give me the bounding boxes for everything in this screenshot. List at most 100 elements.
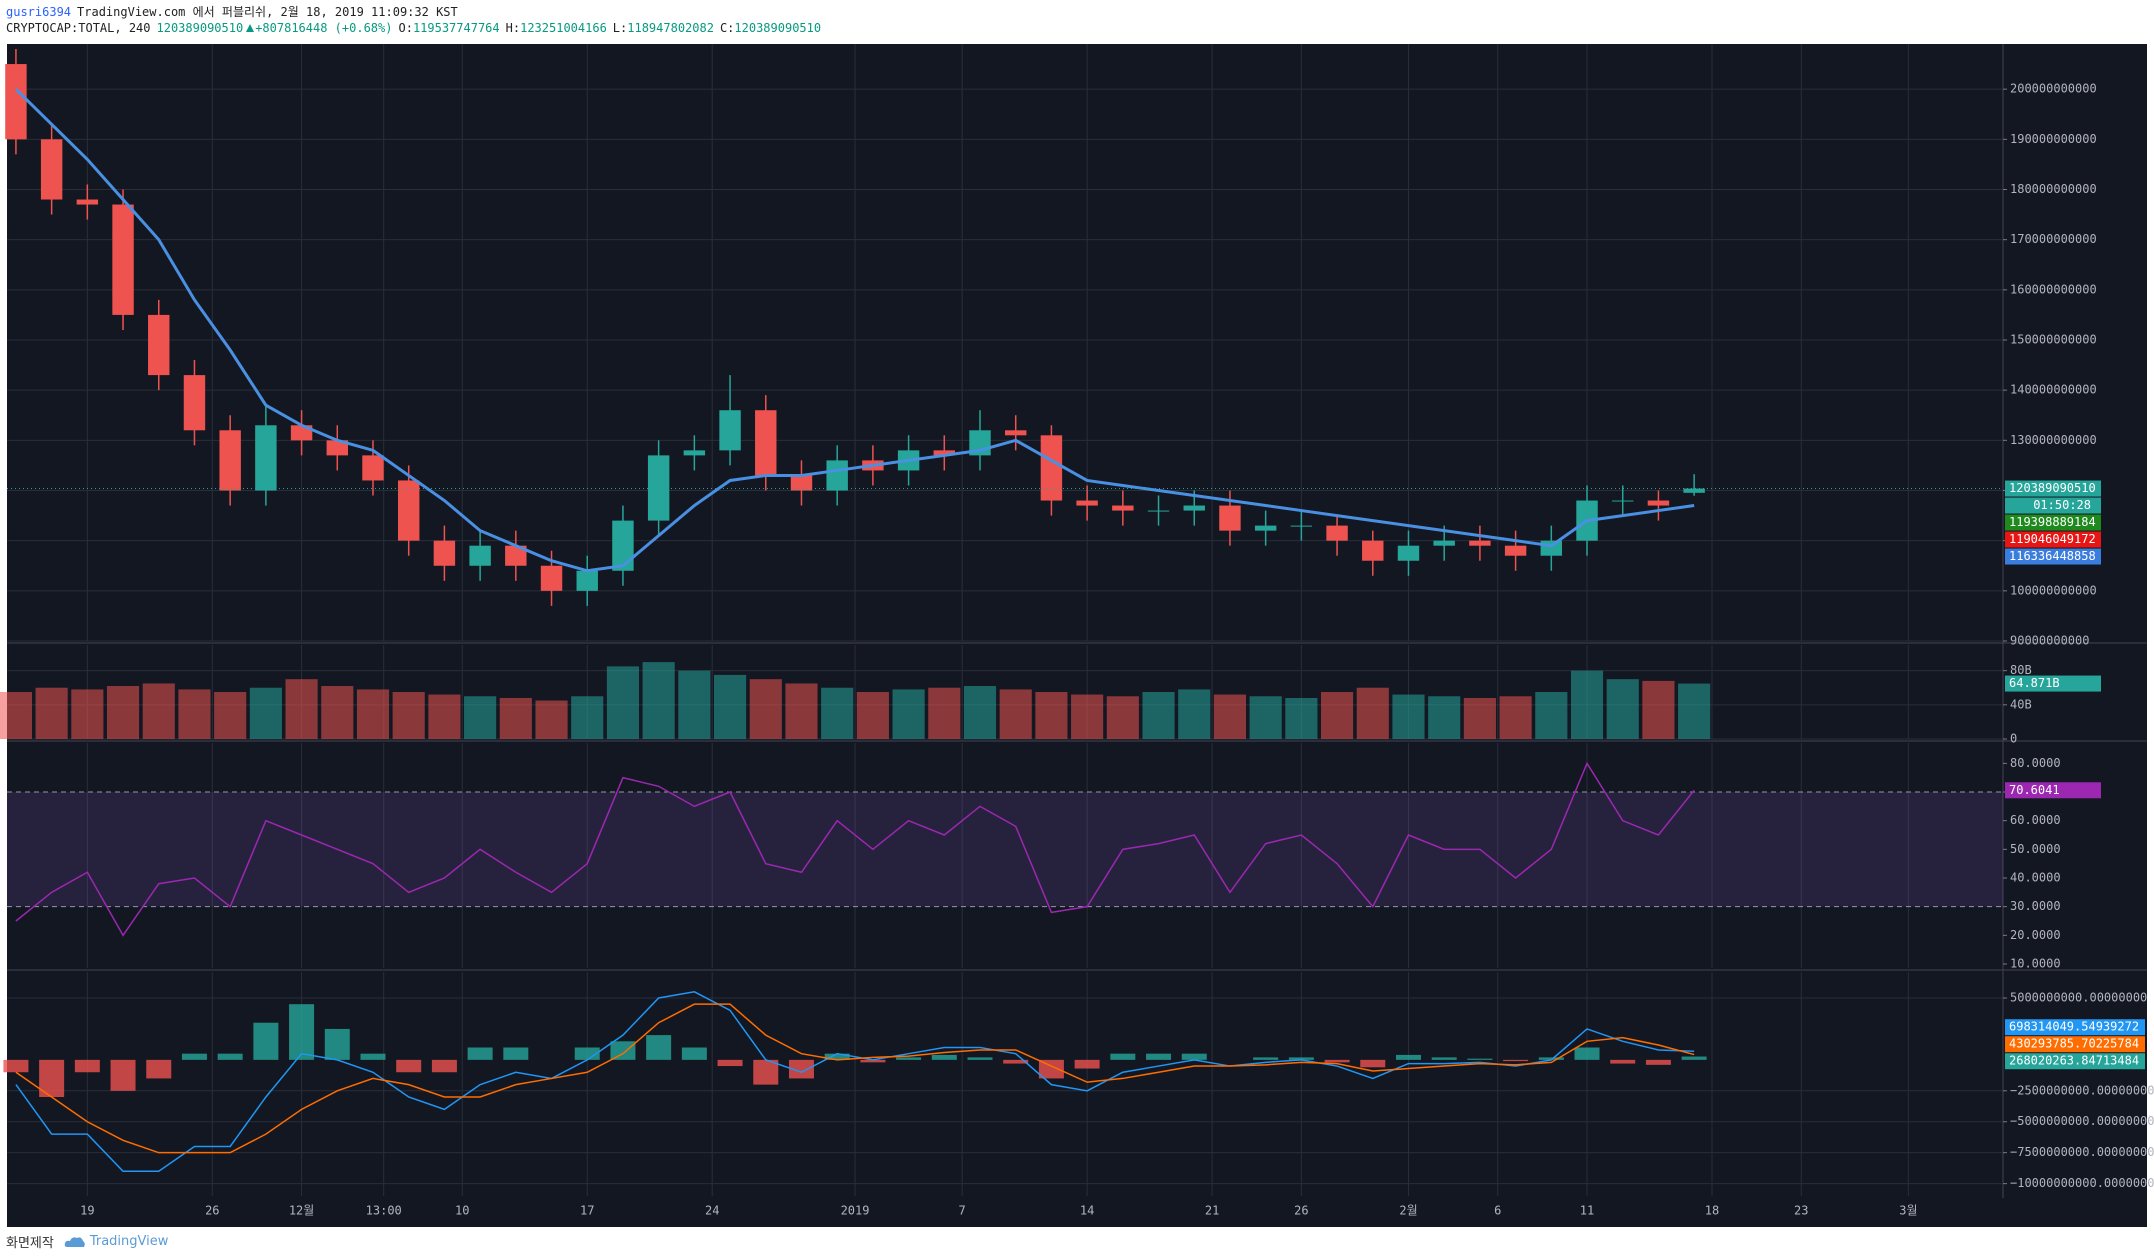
volume-bar	[285, 679, 318, 739]
y-tick-label: 80B	[2010, 663, 2032, 677]
level-label-bg	[2005, 514, 2101, 531]
volume-bar	[1678, 683, 1711, 739]
histogram-bar	[1038, 1059, 1064, 1079]
volume-bar	[1428, 696, 1461, 739]
y-tick-label: 30.0000	[2010, 899, 2061, 913]
histogram-bar	[3, 1059, 29, 1073]
macd-label-bg	[2005, 1019, 2145, 1036]
histogram-bar	[788, 1059, 814, 1079]
x-tick-label: 17	[580, 1204, 594, 1218]
histogram-bar	[253, 1022, 279, 1060]
brand[interactable]: TradingView	[89, 1234, 169, 1249]
header-line-1: gusri6394 TradingView.com 에서 퍼블리쉬, 2월 18…	[6, 4, 821, 20]
candle-body	[433, 540, 456, 566]
candle-body	[1433, 540, 1455, 546]
user[interactable]: gusri6394	[6, 5, 72, 19]
candle-body	[1540, 540, 1563, 556]
candle-body	[1683, 488, 1705, 493]
histogram-bar	[1503, 1059, 1529, 1062]
histogram-bar	[1681, 1056, 1707, 1060]
volume-bar	[249, 687, 282, 739]
histogram-bar	[753, 1059, 779, 1085]
signal-label-bg	[2005, 1036, 2145, 1053]
x-tick-label: 2019	[841, 1204, 870, 1218]
histogram-bar	[1645, 1059, 1671, 1065]
histogram-bar	[824, 1053, 850, 1060]
y-tick-label: 200000000000	[2010, 82, 2097, 96]
volume-bar	[1106, 696, 1139, 739]
histogram-bar	[860, 1059, 886, 1063]
ohlc-value: 123251004166	[520, 21, 607, 35]
macd-label: 698314049.54939272	[2009, 1020, 2139, 1034]
x-tick-label: 24	[705, 1204, 719, 1218]
change: +807816448 (+0.68%)	[255, 21, 393, 35]
x-tick-label: 26	[205, 1204, 219, 1218]
macd-line	[15, 991, 1695, 1172]
candle-body	[183, 375, 206, 431]
candle-body	[933, 450, 956, 456]
logo-icon	[64, 1236, 85, 1247]
volume-bar	[856, 692, 889, 739]
histogram-bar	[967, 1057, 993, 1060]
y-tick-label: 40.0000	[2010, 871, 2061, 885]
volume-bar	[464, 696, 497, 739]
x-tick-label: 23	[1794, 1204, 1808, 1218]
candle-body	[1076, 500, 1098, 506]
candle-body	[1147, 510, 1170, 512]
volume-bar	[606, 666, 640, 739]
candle-body	[1290, 525, 1313, 527]
candle-body	[1040, 435, 1063, 501]
ohlc-value: 120389090510	[734, 21, 822, 35]
histogram-bar	[146, 1059, 172, 1079]
histogram-bar	[610, 1041, 636, 1060]
volume-bar	[106, 686, 140, 739]
y-tick-label: 10.0000	[2010, 956, 2061, 970]
volume-bar	[892, 689, 925, 739]
published: TradingView.com 에서 퍼블리쉬, 2월 18, 2019 11:…	[77, 5, 458, 19]
candle-body	[1504, 545, 1527, 556]
volume-bar	[142, 683, 175, 739]
volume-bar	[1499, 696, 1532, 739]
histogram-bar	[74, 1059, 100, 1073]
up-arrow	[246, 24, 255, 32]
volume-bar	[1178, 689, 1211, 739]
histogram-bar	[896, 1057, 922, 1060]
candle-body	[1219, 505, 1241, 531]
y-tick-label: 20.0000	[2010, 928, 2061, 942]
histogram-bar	[681, 1047, 707, 1060]
candle-body	[790, 475, 813, 491]
volume-bar	[1213, 694, 1247, 739]
histogram-bar	[289, 1004, 315, 1060]
ohlc-key: L:	[612, 21, 628, 35]
volume-bar	[1642, 680, 1675, 739]
candle-body	[255, 425, 277, 491]
x-tick-label: 12월	[289, 1204, 315, 1218]
caption: 화면제작	[6, 1236, 54, 1251]
volume-bar	[1035, 692, 1068, 739]
candle-body	[148, 314, 170, 376]
ohlc-key: H:	[505, 21, 521, 35]
x-tick-label: 19	[80, 1204, 94, 1218]
volume-bar	[678, 670, 711, 739]
histogram-bar	[467, 1047, 493, 1060]
ohlc-key: O:	[398, 21, 413, 35]
volume-bar	[1535, 692, 1568, 739]
ohlc-value: 119537747764	[412, 21, 500, 35]
last-price: 120389090510	[156, 21, 244, 35]
level-label-bg	[2005, 548, 2101, 565]
level-label: 119398889184	[2009, 515, 2096, 529]
x-tick-label: 10	[455, 1204, 469, 1218]
candle-body	[1647, 500, 1670, 506]
y-tick-label: −5000000000.00000000	[2010, 1114, 2154, 1128]
x-tick-label: 14	[1080, 1204, 1094, 1218]
histogram-bar	[1253, 1057, 1279, 1060]
y-tick-label: 130000000000	[2010, 433, 2097, 447]
candle-body	[1183, 505, 1205, 511]
volume-label: 64.871B	[2009, 676, 2060, 690]
footer: 화면제작 TradingView	[6, 1232, 168, 1251]
candle-body	[5, 64, 27, 140]
volume-bar	[1285, 697, 1318, 739]
histogram-bar	[1146, 1053, 1172, 1060]
candle-body	[612, 520, 634, 571]
signal-label: 430293785.70225784	[2009, 1037, 2139, 1051]
